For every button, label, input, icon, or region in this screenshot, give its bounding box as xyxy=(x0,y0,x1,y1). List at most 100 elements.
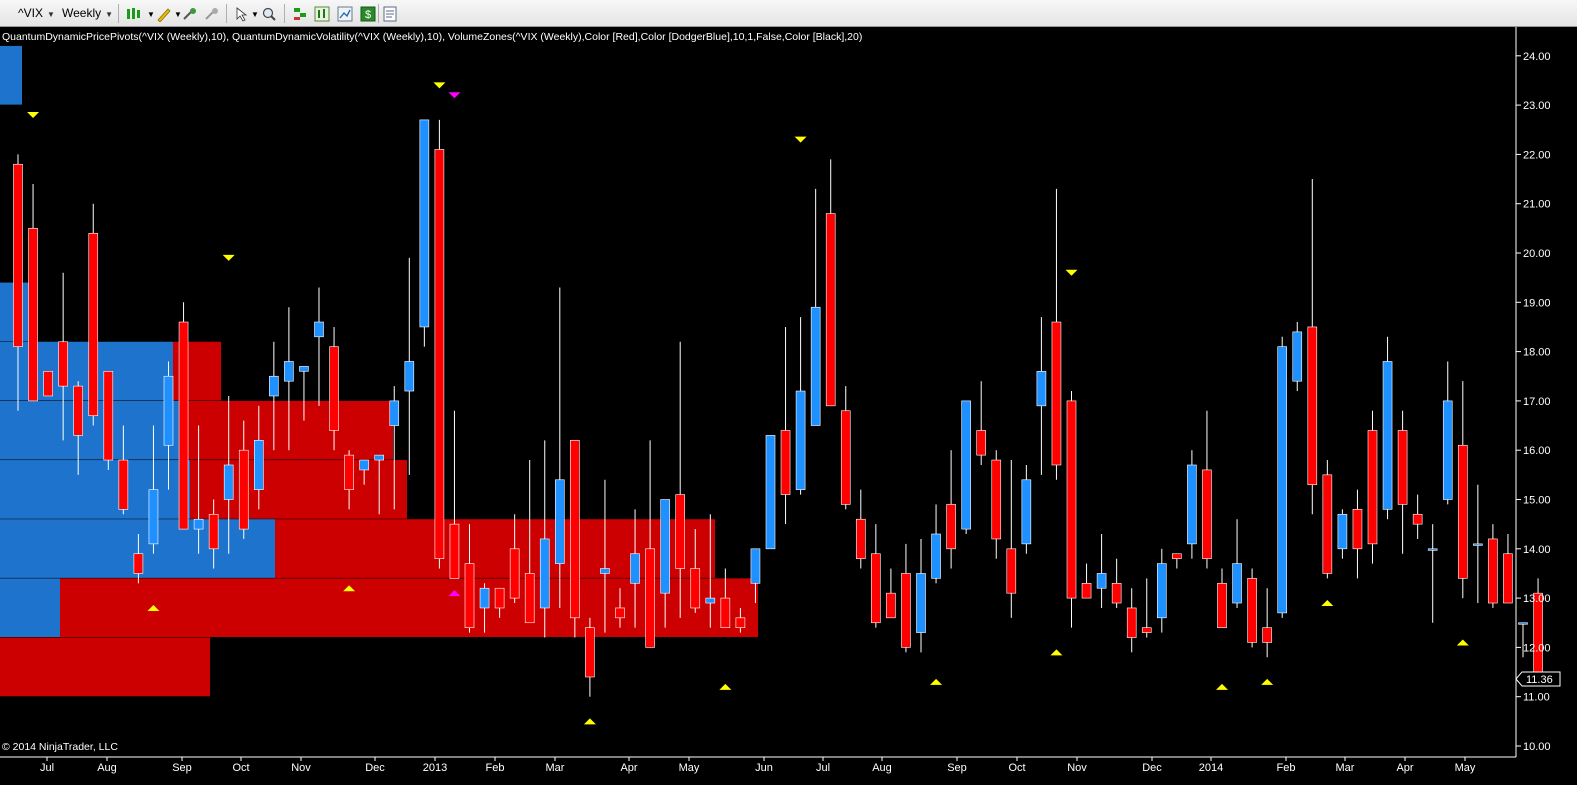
candle-down xyxy=(178,321,189,530)
price-chart[interactable]: 24.00 23.00 22.00 21.00 20.00 19.00 18.00 17.00… xyxy=(0,27,1577,785)
draw-pen-icon[interactable] xyxy=(154,4,174,23)
candle-down xyxy=(28,228,38,402)
candle-down xyxy=(1126,607,1137,638)
chevron-down-icon[interactable]: ▼ xyxy=(147,10,155,19)
candle-up xyxy=(660,499,670,594)
dollar-icon[interactable]: $ xyxy=(358,4,378,22)
candle-down xyxy=(1111,583,1122,604)
volatility-low-marker xyxy=(448,590,461,597)
pivot-high-marker xyxy=(794,136,807,143)
candle-down xyxy=(329,346,339,431)
x-tick-label: Oct xyxy=(232,762,249,774)
pivot-low-marker xyxy=(1261,678,1274,685)
candle-up xyxy=(1427,548,1438,551)
pointer-icon[interactable] xyxy=(232,4,252,22)
toolbar-divider xyxy=(118,4,119,23)
candle-down xyxy=(1262,627,1272,643)
copyright-text: © 2014 NinjaTrader, LLC xyxy=(2,741,118,753)
pivot-high-marker xyxy=(433,82,446,89)
volume-zone-down-bar xyxy=(0,637,210,697)
candle-down xyxy=(901,573,911,648)
x-tick-label: Aug xyxy=(97,762,117,774)
y-tick-label: 12.00 xyxy=(1523,642,1551,654)
x-tick-label: May xyxy=(1455,762,1476,774)
candle-up xyxy=(1157,563,1167,619)
candle-down xyxy=(1247,578,1257,643)
candle-up xyxy=(1473,543,1483,546)
candle-up xyxy=(630,553,640,584)
candle-up xyxy=(254,440,264,490)
x-tick-label: Jul xyxy=(40,762,54,774)
candle-up xyxy=(1036,371,1047,407)
candle-down xyxy=(43,371,53,397)
candle-down xyxy=(133,553,144,574)
candle-up xyxy=(404,361,415,392)
y-tick-label: 19.00 xyxy=(1523,297,1551,309)
candle-down xyxy=(344,454,354,490)
candle-up xyxy=(479,587,490,609)
add-indicator-icon[interactable] xyxy=(180,4,200,22)
volatility-high-marker xyxy=(448,92,461,99)
candle-down xyxy=(871,553,881,624)
period-selector[interactable]: Weekly ▼ xyxy=(62,4,113,22)
y-tick-label: 21.00 xyxy=(1523,199,1551,211)
candle-down xyxy=(645,548,655,648)
toolbar-divider xyxy=(284,4,285,23)
y-tick-label: 16.00 xyxy=(1523,445,1551,457)
pivot-low-marker xyxy=(930,678,943,685)
data-box-icon[interactable] xyxy=(290,4,310,22)
strategy-icon[interactable] xyxy=(312,4,332,22)
remove-indicator-icon[interactable] xyxy=(202,4,222,22)
chevron-down-icon[interactable]: ▼ xyxy=(251,10,259,19)
pivot-high-marker xyxy=(27,111,40,118)
candle-down xyxy=(73,385,83,436)
toolbar-divider xyxy=(226,4,227,23)
candle-down xyxy=(1217,583,1227,628)
chevron-down-icon[interactable]: ▼ xyxy=(174,10,182,19)
chart-properties-icon[interactable] xyxy=(335,4,355,22)
symbol-selector[interactable]: ^VIX ▼ xyxy=(18,4,55,22)
x-tick-label: Sep xyxy=(172,762,192,774)
svg-text:$: $ xyxy=(365,9,371,21)
candle-up xyxy=(148,489,159,545)
x-tick-label: Aug xyxy=(872,762,892,774)
volume-zone-up-bar xyxy=(0,341,173,401)
candle-down xyxy=(825,213,836,407)
candle-up xyxy=(765,435,776,550)
candle-up xyxy=(1187,464,1197,545)
chevron-down-icon: ▼ xyxy=(105,10,114,19)
candle-down xyxy=(1081,583,1092,599)
candle-down xyxy=(238,449,249,530)
x-tick-label: Jun xyxy=(755,762,773,774)
candle-up xyxy=(223,464,234,500)
chart-canvas[interactable]: 24.00 23.00 22.00 21.00 20.00 19.00 18.00 17.00… xyxy=(0,27,1577,785)
candle-down xyxy=(855,518,866,559)
candle-up xyxy=(705,597,716,604)
template-icon[interactable] xyxy=(380,4,400,22)
candle-down xyxy=(494,587,505,609)
symbol-label: ^VIX xyxy=(18,6,43,20)
candle-up xyxy=(1518,622,1528,625)
candle-up xyxy=(314,321,324,338)
x-tick-label: Jul xyxy=(816,762,830,774)
zoom-icon[interactable] xyxy=(259,4,279,22)
x-tick-label: Dec xyxy=(365,762,385,774)
indicator-legend: QuantumDynamicPricePivots(^VIX (Weekly),… xyxy=(2,31,863,43)
candle-down xyxy=(1458,444,1468,579)
pivot-low-marker xyxy=(719,683,732,690)
candle-down xyxy=(1172,553,1182,559)
bar-style-icon[interactable] xyxy=(124,4,144,22)
candle-down xyxy=(13,163,23,347)
y-tick-label: 17.00 xyxy=(1523,396,1551,408)
candle-up xyxy=(193,518,204,530)
pivot-low-marker xyxy=(343,585,356,592)
candle-down xyxy=(615,607,625,619)
x-tick-label: 2013 xyxy=(423,762,447,774)
candle-down xyxy=(464,563,475,628)
candle-down xyxy=(1202,469,1212,559)
candle-down xyxy=(585,627,595,678)
candle-up xyxy=(1096,573,1107,589)
candle-up xyxy=(1021,479,1032,545)
x-tick-label: Nov xyxy=(291,762,311,774)
candle-up xyxy=(795,390,806,490)
